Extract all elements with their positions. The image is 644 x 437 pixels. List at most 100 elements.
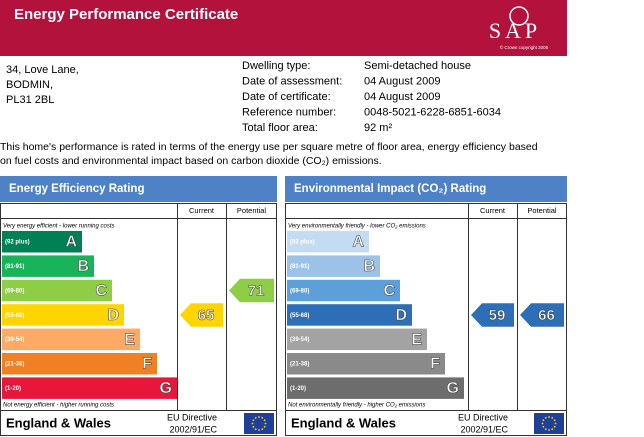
column-header: Potential: [237, 206, 267, 215]
detail-label: Total floor area:: [242, 122, 318, 134]
flag-star: [553, 425, 556, 428]
crown-icon: [509, 6, 529, 26]
band-range: (92 plus): [5, 240, 30, 246]
flag-star: [548, 416, 550, 418]
flag-star: [254, 416, 257, 419]
band-letter: C: [95, 283, 107, 300]
band-letter: D: [395, 307, 407, 324]
band-letter: F: [430, 356, 440, 373]
flag-star: [542, 419, 545, 422]
top-note: Very environmentally friendly - lower CO…: [288, 224, 426, 230]
band-range: (39-54): [5, 337, 24, 343]
flag-star: [254, 428, 257, 431]
band-letter: B: [77, 258, 89, 275]
band-range: (81-91): [5, 264, 24, 270]
rating-band: [2, 304, 124, 326]
band-range: (39-54): [290, 337, 309, 343]
flag-star: [261, 428, 264, 431]
bottom-note: Not environmentally friendly - higher CO…: [288, 403, 425, 409]
band-range: (21-38): [5, 362, 24, 368]
detail-label: Reference number:: [242, 106, 336, 118]
band-letter: C: [383, 283, 395, 300]
flag-star: [258, 429, 260, 431]
column-header: Current: [480, 206, 506, 215]
rating-band: [2, 279, 112, 302]
band-range: (1-20): [5, 386, 21, 392]
flag-star: [544, 428, 547, 431]
panel-frame: [0, 203, 277, 436]
detail-value: 0048-5021-6228-6851-6034: [364, 106, 501, 118]
band-letter: G: [160, 380, 172, 397]
band-letter: G: [447, 380, 459, 397]
band-range: (81-91): [290, 264, 309, 270]
intro-text: This home's performance is rated in term…: [0, 141, 538, 153]
address-line: PL31 2BL: [6, 94, 54, 106]
flag-star: [548, 429, 550, 431]
rating-band: [287, 231, 369, 253]
band-range: (55-68): [5, 313, 24, 319]
directive: EU Directive: [458, 412, 508, 422]
band-range: (69-80): [5, 288, 24, 294]
rating-band: [2, 353, 157, 375]
flag-star: [258, 416, 260, 418]
address-line: 34, Love Lane,: [6, 64, 79, 76]
detail-value: 92 m²: [364, 122, 392, 134]
band-range: (55-68): [290, 313, 309, 319]
eu-flag: [244, 413, 274, 434]
intro-text: on fuel costs and environmental impact b…: [0, 155, 382, 167]
flag-star: [263, 425, 266, 428]
flag-star: [541, 422, 544, 425]
logo: SAP: [489, 18, 541, 43]
rating-value: 66: [538, 307, 555, 324]
detail-value: 04 August 2009: [364, 75, 440, 87]
band-letter: E: [411, 331, 422, 348]
flag-star: [263, 419, 266, 422]
rating-band: [287, 279, 400, 302]
rating-arrow: [520, 303, 564, 327]
eu-flag: [534, 413, 564, 434]
rating-band: [2, 377, 177, 399]
rating-arrow: [229, 278, 274, 303]
title: Energy Performance Certificate: [14, 6, 238, 23]
detail-value: 04 August 2009: [364, 91, 440, 103]
band-range: (21-38): [290, 362, 309, 368]
flag-star: [544, 416, 547, 419]
bottom-note: Not energy efficient - higher running co…: [3, 403, 114, 409]
rating-value: 71: [248, 283, 265, 300]
detail-label: Dwelling type:: [242, 60, 310, 72]
detail-label: Date of assessment:: [242, 75, 342, 87]
panel-header: [285, 176, 567, 202]
rating-value: 65: [198, 307, 215, 324]
region: England & Wales: [291, 415, 396, 430]
directive: 2002/91/EC: [460, 424, 508, 434]
rating-arrow: [180, 303, 223, 327]
flag-star: [264, 422, 267, 425]
region: England & Wales: [6, 415, 111, 430]
panel-title: Environmental Impact (CO₂) Rating: [294, 183, 486, 195]
band-range: (1-20): [290, 386, 306, 392]
flag-star: [551, 428, 554, 431]
rating-band: [2, 231, 82, 253]
rating-band: [287, 328, 427, 351]
directive: EU Directive: [167, 412, 217, 422]
flag-star: [261, 416, 264, 419]
rating-arrow: [471, 303, 514, 327]
flag-star: [252, 425, 255, 428]
rating-band: [2, 328, 140, 351]
address-line: BODMIN,: [6, 79, 53, 91]
flag-star: [542, 425, 545, 428]
band-letter: F: [142, 356, 152, 373]
panel-title: Energy Efficiency Rating: [9, 183, 144, 195]
panel-header: [0, 176, 277, 202]
column-header: Potential: [527, 206, 557, 215]
rating-band: [287, 255, 380, 277]
flag-star: [553, 419, 556, 422]
header-bar: [0, 0, 567, 56]
rating-band: [2, 255, 94, 277]
flag-star: [551, 416, 554, 419]
detail-value: Semi-detached house: [364, 60, 471, 72]
rating-band: [287, 377, 464, 399]
rating-band: [287, 353, 445, 375]
top-note: Very energy efficient - lower running co…: [3, 224, 115, 230]
